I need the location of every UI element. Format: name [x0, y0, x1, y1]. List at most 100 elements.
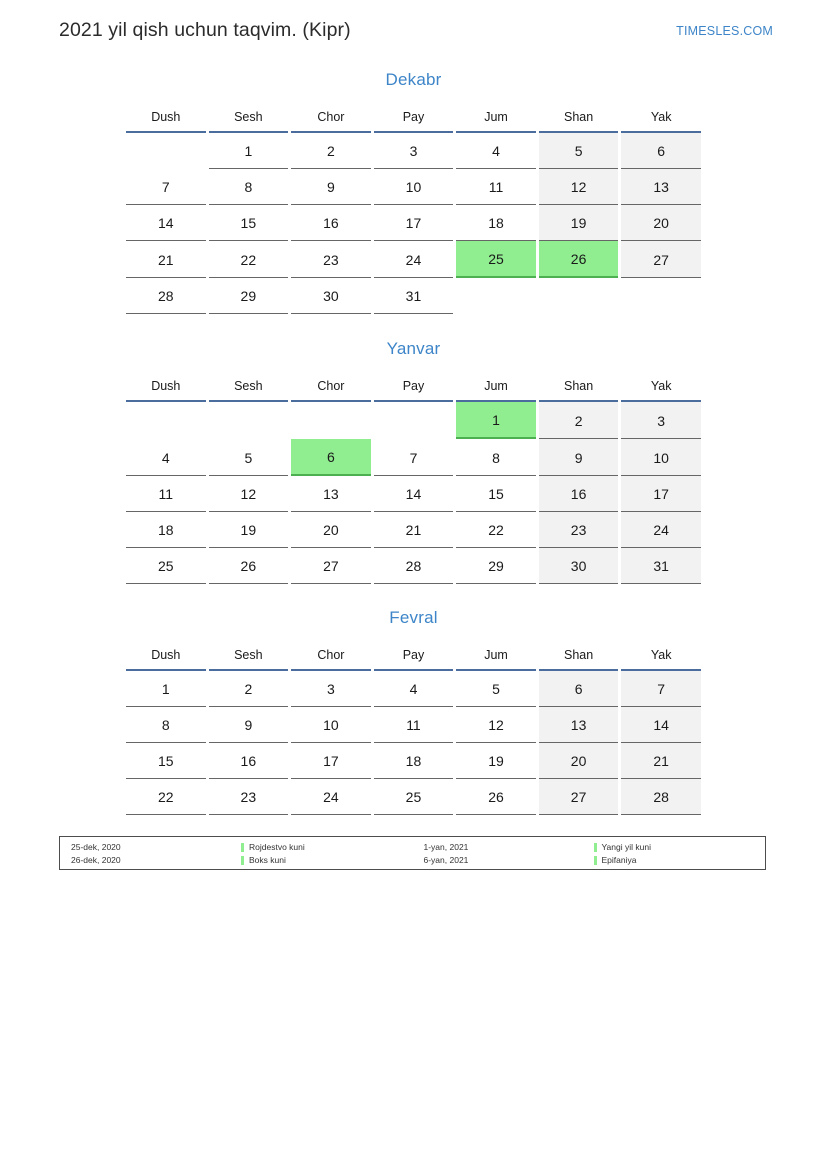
day-cell[interactable]: 21 [126, 241, 206, 278]
day-cell[interactable]: 3 [373, 133, 454, 169]
day-cell[interactable]: 4 [126, 439, 206, 476]
day-cell[interactable]: 9 [538, 439, 619, 476]
day-cell[interactable]: 7 [373, 439, 454, 476]
day-cell[interactable]: 27 [621, 241, 701, 278]
day-cell[interactable]: 30 [538, 548, 619, 584]
day-cell[interactable]: 24 [373, 241, 454, 278]
day-cell[interactable]: 12 [456, 707, 536, 743]
day-cell[interactable]: 15 [456, 476, 536, 512]
day-cell[interactable]: 4 [373, 671, 454, 707]
weekday-header-jum: Jum [456, 104, 536, 133]
day-cell[interactable]: 5 [538, 133, 619, 169]
day-cell[interactable]: 23 [208, 779, 289, 815]
day-cell[interactable]: 10 [291, 707, 371, 743]
day-cell[interactable]: 9 [208, 707, 289, 743]
day-cell[interactable]: 12 [538, 169, 619, 205]
day-cell[interactable]: 29 [456, 548, 536, 584]
day-cell[interactable]: 8 [126, 707, 206, 743]
day-cell[interactable]: 12 [208, 476, 289, 512]
week-row: 14 15 16 17 18 19 20 [126, 205, 701, 241]
day-cell[interactable]: 1 [208, 133, 289, 169]
day-cell[interactable]: 26 [456, 779, 536, 815]
day-cell[interactable]: 17 [373, 205, 454, 241]
day-cell[interactable]: 17 [291, 743, 371, 779]
day-cell[interactable]: 3 [621, 402, 701, 439]
day-cell[interactable]: 20 [291, 512, 371, 548]
day-cell[interactable]: 26 [208, 548, 289, 584]
day-cell[interactable]: 16 [538, 476, 619, 512]
day-cell[interactable]: 13 [621, 169, 701, 205]
day-cell[interactable]: 1 [126, 671, 206, 707]
day-cell[interactable]: 11 [373, 707, 454, 743]
day-cell[interactable]: 3 [291, 671, 371, 707]
day-cell[interactable]: 22 [126, 779, 206, 815]
day-cell[interactable]: 10 [373, 169, 454, 205]
day-cell-empty [126, 133, 206, 169]
day-cell[interactable]: 13 [291, 476, 371, 512]
day-cell[interactable]: 17 [621, 476, 701, 512]
day-cell[interactable]: 16 [291, 205, 371, 241]
day-cell[interactable]: 25 [126, 548, 206, 584]
day-cell[interactable]: 18 [373, 743, 454, 779]
day-cell-empty [126, 402, 206, 439]
day-cell[interactable]: 14 [373, 476, 454, 512]
day-cell[interactable]: 20 [621, 205, 701, 241]
day-cell-holiday[interactable]: 1 [456, 402, 536, 439]
day-cell[interactable]: 7 [126, 169, 206, 205]
day-cell[interactable]: 23 [538, 512, 619, 548]
day-cell[interactable]: 8 [208, 169, 289, 205]
day-cell[interactable]: 19 [208, 512, 289, 548]
day-cell[interactable]: 22 [456, 512, 536, 548]
day-cell[interactable]: 28 [126, 278, 206, 314]
day-cell[interactable]: 19 [456, 743, 536, 779]
day-cell[interactable]: 27 [291, 548, 371, 584]
day-cell-holiday[interactable]: 6 [291, 439, 371, 476]
day-cell[interactable]: 24 [291, 779, 371, 815]
legend-date: 6-yan, 2021 [423, 855, 469, 865]
day-cell[interactable]: 4 [456, 133, 536, 169]
day-cell[interactable]: 31 [621, 548, 701, 584]
day-cell[interactable]: 5 [456, 671, 536, 707]
day-cell[interactable]: 22 [208, 241, 289, 278]
day-cell[interactable]: 7 [621, 671, 701, 707]
day-cell[interactable]: 14 [126, 205, 206, 241]
day-cell[interactable]: 11 [456, 169, 536, 205]
day-cell[interactable]: 6 [538, 671, 619, 707]
day-cell[interactable]: 18 [126, 512, 206, 548]
day-cell[interactable]: 25 [373, 779, 454, 815]
day-cell[interactable]: 11 [126, 476, 206, 512]
day-cell[interactable]: 13 [538, 707, 619, 743]
site-brand-link[interactable]: TIMESLES.COM [676, 24, 773, 38]
day-cell[interactable]: 27 [538, 779, 619, 815]
day-cell-holiday[interactable]: 25 [456, 241, 536, 278]
day-cell[interactable]: 30 [291, 278, 371, 314]
day-cell[interactable]: 16 [208, 743, 289, 779]
weekday-header-row: Dush Sesh Chor Pay Jum Shan Yak [126, 104, 701, 133]
day-cell[interactable]: 6 [621, 133, 701, 169]
day-cell[interactable]: 19 [538, 205, 619, 241]
weekday-header-pay: Pay [373, 642, 454, 671]
day-cell[interactable]: 24 [621, 512, 701, 548]
legend-grid: 25-dek, 2020 Rojdestvo kuni 26-dek, 2020 Bo… [60, 837, 765, 869]
day-cell[interactable]: 8 [456, 439, 536, 476]
day-cell[interactable]: 2 [208, 671, 289, 707]
day-cell[interactable]: 21 [373, 512, 454, 548]
day-cell-holiday[interactable]: 26 [538, 241, 619, 278]
day-cell[interactable]: 15 [208, 205, 289, 241]
day-cell[interactable]: 20 [538, 743, 619, 779]
day-cell[interactable]: 31 [373, 278, 454, 314]
day-cell[interactable]: 10 [621, 439, 701, 476]
day-cell[interactable]: 2 [538, 402, 619, 439]
day-cell[interactable]: 2 [291, 133, 371, 169]
day-cell[interactable]: 21 [621, 743, 701, 779]
day-cell[interactable]: 28 [621, 779, 701, 815]
day-cell[interactable]: 15 [126, 743, 206, 779]
legend-holiday-name: Boks kuni [249, 855, 286, 865]
day-cell[interactable]: 18 [456, 205, 536, 241]
day-cell[interactable]: 5 [208, 439, 289, 476]
day-cell[interactable]: 23 [291, 241, 371, 278]
day-cell[interactable]: 9 [291, 169, 371, 205]
day-cell[interactable]: 28 [373, 548, 454, 584]
day-cell[interactable]: 29 [208, 278, 289, 314]
day-cell[interactable]: 14 [621, 707, 701, 743]
